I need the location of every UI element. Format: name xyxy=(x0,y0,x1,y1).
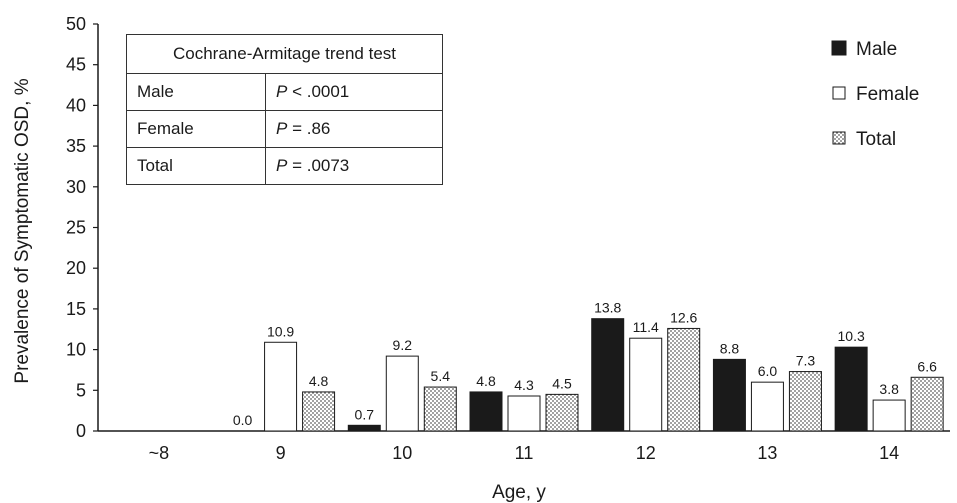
p-value-text: = .86 xyxy=(287,119,331,138)
y-tick-label: 0 xyxy=(76,421,86,441)
data-label: 5.4 xyxy=(431,368,451,384)
y-tick-label: 20 xyxy=(66,258,86,278)
x-tick-label: 12 xyxy=(636,443,656,463)
p-symbol: P xyxy=(276,82,288,101)
legend-swatch-male xyxy=(831,40,847,56)
data-label: 8.8 xyxy=(720,340,740,356)
x-tick-label: ~8 xyxy=(149,443,170,463)
bar-female xyxy=(385,355,419,432)
x-tick-label: 11 xyxy=(515,443,534,463)
y-tick-label: 25 xyxy=(66,218,86,238)
p-symbol: P xyxy=(276,119,288,138)
x-tick-label: 13 xyxy=(757,443,777,463)
trend-table-row: Female P = .86 xyxy=(126,110,443,148)
legend-label: Female xyxy=(856,84,919,105)
x-tick-label: 14 xyxy=(879,443,899,463)
bar-total xyxy=(667,327,701,432)
bar-total xyxy=(423,386,457,432)
p-symbol: P xyxy=(276,156,288,175)
y-tick-label: 10 xyxy=(66,340,86,360)
y-tick-label: 30 xyxy=(66,177,86,197)
bar-total xyxy=(910,376,944,432)
legend-label: Total xyxy=(856,129,896,150)
bar-male xyxy=(591,318,625,432)
x-tick-label: 10 xyxy=(392,443,412,463)
x-axis-title: Age, y xyxy=(492,482,546,503)
data-label: 4.5 xyxy=(552,375,572,391)
y-tick-label: 15 xyxy=(66,299,86,319)
data-label: 7.3 xyxy=(796,353,816,369)
trend-p-value: P < .0001 xyxy=(265,73,443,111)
y-axis-title: Prevalence of Symptomatic OSD, % xyxy=(12,78,33,383)
legend-label: Male xyxy=(856,39,897,60)
trend-table-title: Cochrane-Armitage trend test xyxy=(126,34,443,74)
bar-female xyxy=(750,381,784,432)
data-label: 6.0 xyxy=(758,363,778,379)
bar-male xyxy=(469,391,503,432)
bar-total xyxy=(788,371,822,432)
p-value-text: = .0073 xyxy=(287,156,350,175)
data-label: 4.8 xyxy=(476,373,496,389)
trend-table-row: Male P < .0001 xyxy=(126,73,443,111)
trend-group-label: Total xyxy=(126,147,266,185)
y-tick-label: 50 xyxy=(66,14,86,34)
trend-table-header-row: Cochrane-Armitage trend test xyxy=(126,34,443,74)
legend-swatch-total xyxy=(832,131,846,145)
bar-female xyxy=(507,395,541,432)
data-label: 9.2 xyxy=(393,337,413,353)
y-tick-label: 35 xyxy=(66,136,86,156)
data-label: 12.6 xyxy=(670,309,697,325)
bar-male xyxy=(347,424,381,432)
legend: Male Female Total xyxy=(831,39,919,150)
data-label: 4.8 xyxy=(309,373,329,389)
legend-swatch-female xyxy=(832,86,846,100)
trend-p-value: P = .0073 xyxy=(265,147,443,185)
trend-table-row: Total P = .0073 xyxy=(126,147,443,185)
y-tick-label: 45 xyxy=(66,55,86,75)
data-label: 4.3 xyxy=(514,377,534,393)
bar-female xyxy=(264,341,298,432)
bar-total xyxy=(545,393,579,432)
bar-female xyxy=(629,337,663,432)
y-tick-label: 40 xyxy=(66,95,86,115)
y-tick-label: 5 xyxy=(76,380,86,400)
bar-male xyxy=(834,346,868,432)
x-tick-label: 9 xyxy=(276,443,286,463)
trend-test-table: Cochrane-Armitage trend test Male P < .0… xyxy=(126,34,443,185)
p-value-text: < .0001 xyxy=(287,82,350,101)
data-label: 3.8 xyxy=(879,381,899,397)
bar-male xyxy=(712,358,746,432)
data-label: 0.7 xyxy=(355,406,375,422)
data-label: 10.9 xyxy=(267,323,294,339)
bar-female xyxy=(872,399,906,432)
bar-total xyxy=(302,391,336,432)
data-label: 0.0 xyxy=(233,412,253,428)
plot-area: 0 5 10 15 20 25 30 35 40 45 50 ~8 9 0.0 10.9 4.8 10 0.7 9.… xyxy=(66,14,950,463)
data-label: 10.3 xyxy=(838,328,865,344)
trend-group-label: Female xyxy=(126,110,266,148)
data-label: 11.4 xyxy=(633,319,659,335)
data-label: 6.6 xyxy=(917,358,937,374)
data-label: 13.8 xyxy=(594,300,621,316)
trend-group-label: Male xyxy=(126,73,266,111)
trend-p-value: P = .86 xyxy=(265,110,443,148)
